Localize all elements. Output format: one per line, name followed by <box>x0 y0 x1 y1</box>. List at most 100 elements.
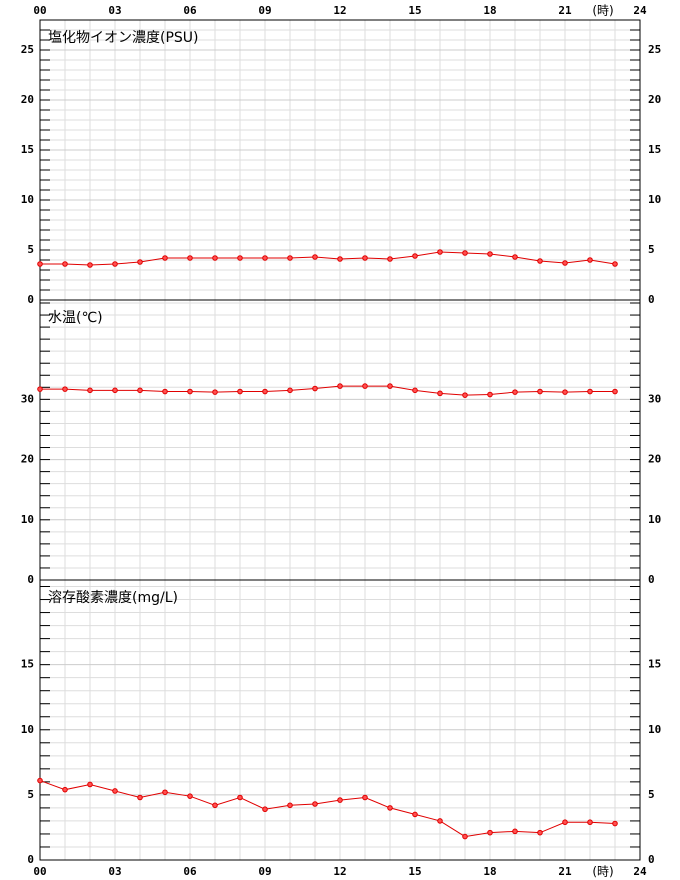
x-tick-label: 00 <box>33 4 46 17</box>
y-tick-label: 10 <box>648 513 661 526</box>
data-line <box>40 385 615 396</box>
data-point <box>612 261 618 267</box>
y-tick-label: 10 <box>21 193 34 206</box>
data-point <box>262 388 268 395</box>
y-tick-label: 20 <box>648 93 661 106</box>
data-point <box>62 786 68 793</box>
y-tick-label: 0 <box>648 853 655 866</box>
data-point <box>487 251 493 257</box>
y-tick-label: 10 <box>648 193 661 206</box>
data-line <box>39 780 616 838</box>
x-axis-label: (時) <box>592 865 613 879</box>
data-point <box>537 388 543 395</box>
data-point <box>112 261 118 267</box>
x-tick-label: 06 <box>183 865 197 878</box>
data-point <box>262 255 268 261</box>
data-point <box>587 819 593 826</box>
data-point <box>412 811 418 818</box>
data-point <box>37 777 43 784</box>
data-point <box>337 797 343 803</box>
x-tick-label: 15 <box>408 4 421 17</box>
x-tick-label: 21 <box>558 865 572 878</box>
y-tick-label: 5 <box>27 788 34 801</box>
data-line <box>40 251 616 266</box>
y-tick-label: 0 <box>27 853 34 866</box>
data-point <box>462 250 468 256</box>
data-point <box>612 388 618 395</box>
data-point <box>62 261 68 267</box>
data-point <box>87 387 93 394</box>
x-tick-label: 09 <box>258 4 271 17</box>
data-point <box>187 388 193 395</box>
x-tick-label: 24 <box>633 4 647 17</box>
data-point <box>187 255 193 261</box>
data-point <box>312 801 318 807</box>
x-tick-label: 18 <box>483 865 496 878</box>
y-tick-label: 5 <box>648 788 655 801</box>
data-point <box>262 806 268 813</box>
y-tick-label: 15 <box>21 143 34 156</box>
y-tick-label: 10 <box>21 513 34 526</box>
x-axis-label: (時) <box>592 4 613 18</box>
data-point <box>187 793 193 799</box>
y-tick-label: 10 <box>21 723 34 736</box>
x-tick-label: 12 <box>333 4 346 17</box>
data-point <box>387 805 393 811</box>
data-point <box>162 789 168 796</box>
data-point <box>587 388 593 395</box>
y-tick-label: 20 <box>21 93 34 106</box>
data-point <box>337 383 343 389</box>
data-point <box>112 387 118 394</box>
data-point <box>237 794 243 801</box>
data-point <box>287 802 293 809</box>
panel-title: 水温(℃) <box>48 310 103 326</box>
data-point <box>437 249 443 255</box>
data-point <box>462 833 468 840</box>
data-point <box>87 781 93 788</box>
x-tick-label: 06 <box>183 4 197 17</box>
data-point <box>387 256 393 262</box>
data-point <box>512 254 518 260</box>
panel-title: 溶存酸素濃度(mg/L) <box>48 590 178 606</box>
data-point <box>212 255 218 261</box>
y-tick-label: 0 <box>27 293 34 306</box>
x-tick-label: 09 <box>258 865 271 878</box>
y-tick-label: 30 <box>648 392 661 405</box>
data-point <box>162 255 168 261</box>
y-tick-label: 5 <box>648 243 655 256</box>
x-tick-label: 03 <box>108 865 121 878</box>
y-tick-label: 5 <box>27 243 34 256</box>
y-tick-label: 15 <box>648 658 661 671</box>
data-point <box>562 819 568 826</box>
data-point <box>287 255 293 261</box>
y-tick-label: 10 <box>648 723 661 736</box>
data-point <box>162 388 168 395</box>
data-point <box>562 260 568 266</box>
data-point <box>487 829 493 836</box>
y-tick-label: 0 <box>27 573 34 586</box>
data-point <box>37 386 43 392</box>
data-point <box>137 259 143 265</box>
data-point <box>587 257 593 263</box>
x-tick-label: 03 <box>108 4 121 17</box>
data-point <box>362 794 368 801</box>
data-point <box>512 828 518 835</box>
x-tick-label: 21 <box>558 4 572 17</box>
data-point <box>437 818 443 824</box>
data-point <box>537 829 543 836</box>
y-tick-label: 0 <box>648 573 655 586</box>
y-tick-label: 0 <box>648 293 655 306</box>
y-tick-label: 20 <box>21 453 34 466</box>
data-point <box>387 383 393 389</box>
data-point <box>87 262 93 268</box>
data-point <box>37 261 43 267</box>
data-point <box>362 383 368 389</box>
y-tick-label: 15 <box>648 143 661 156</box>
panel-title: 塩化物イオン濃度(PSU) <box>48 30 199 46</box>
data-point <box>412 387 418 394</box>
plot-frame <box>39 579 641 861</box>
x-tick-label: 15 <box>408 865 421 878</box>
data-point <box>312 254 318 260</box>
x-tick-label: 12 <box>333 865 346 878</box>
data-point <box>237 388 243 395</box>
